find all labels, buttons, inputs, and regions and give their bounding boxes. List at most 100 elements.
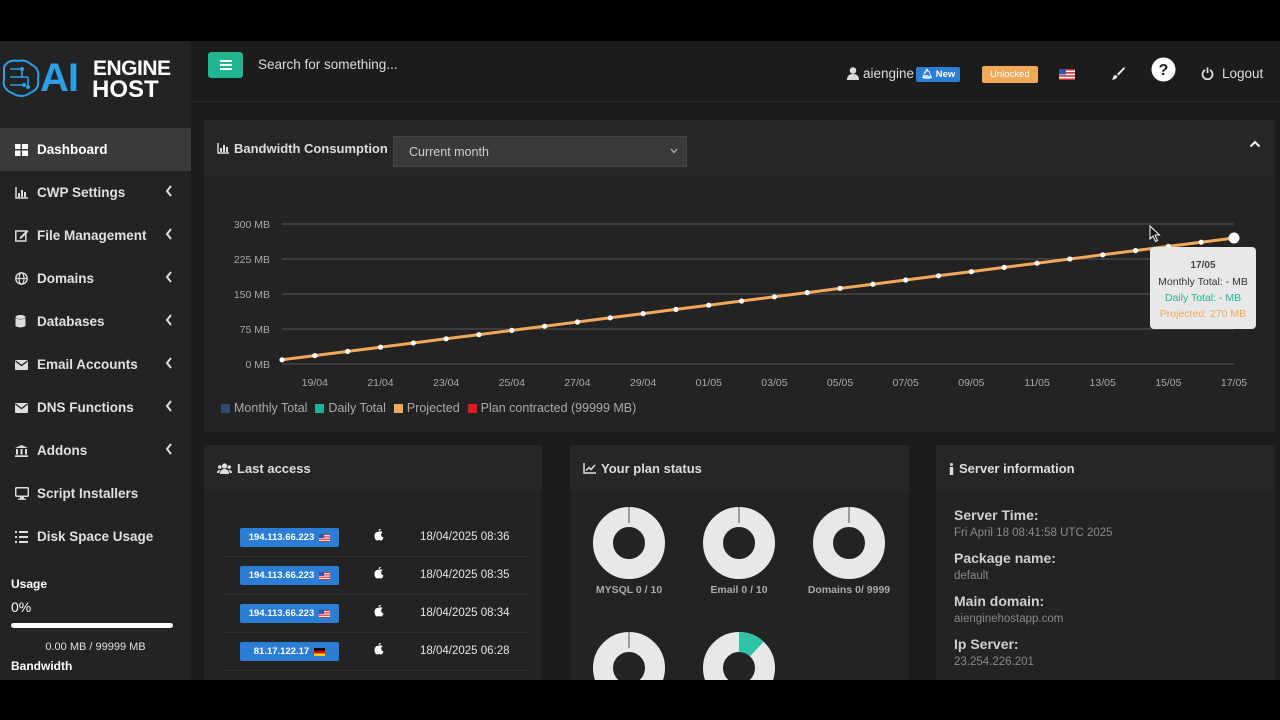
data-point	[574, 319, 581, 325]
plan-donut-5	[694, 632, 784, 680]
x-tick-label: 13/05	[1090, 377, 1116, 389]
sidebar-item-label: Databases	[37, 314, 105, 329]
data-point	[542, 323, 548, 329]
ip-text: 194.113.66.223	[248, 570, 315, 581]
x-tick-label: 29/04	[630, 377, 656, 389]
x-tick-label: 03/05	[761, 377, 787, 389]
y-tick-label: 225 MB	[234, 254, 270, 266]
info-icon	[949, 462, 954, 475]
chevron-down-icon	[670, 148, 678, 154]
user-menu[interactable]: aiengine	[847, 66, 914, 81]
chevron-left-icon	[165, 228, 172, 240]
y-tick-label: 300 MB	[234, 219, 270, 231]
usage-progress-bar	[11, 623, 173, 628]
x-tick-label: 23/04	[433, 377, 459, 389]
plan-status-header: Your plan status	[570, 445, 909, 492]
sidebar-item-label: DNS Functions	[37, 400, 134, 415]
access-date: 18/04/2025 08:35	[420, 569, 510, 581]
data-point	[935, 273, 942, 279]
chart-tooltip: 17/05 Monthly Total: - MB Daily Total: -…	[1150, 247, 1256, 329]
unlocked-badge[interactable]: Unlocked	[982, 66, 1038, 83]
x-tick-label: 07/05	[893, 377, 919, 389]
usage-percent: 0%	[11, 599, 32, 615]
server-info-panel: Server information Server Time: Fri Apri…	[936, 445, 1275, 680]
ip-badge[interactable]: 194.113.66.223	[240, 566, 339, 585]
data-point	[443, 336, 449, 342]
sidebar-item-cwp-settings[interactable]: CWP Settings	[0, 171, 191, 214]
ip-text: 81.17.122.17	[253, 646, 310, 657]
plan-donut-domains: Domains 0/ 9999	[804, 507, 894, 596]
apple-icon	[374, 567, 384, 579]
donut-chart	[703, 632, 775, 680]
server-time-value: Fri April 18 08:41:58 UTC 2025	[954, 527, 1113, 539]
paint-brush-icon[interactable]	[1111, 66, 1125, 80]
data-point	[509, 327, 515, 333]
sidebar-item-label: Addons	[37, 443, 88, 458]
legend-plan-contracted[interactable]: Plan contracted (99999 MB)	[467, 401, 636, 415]
ip-text: 194.113.66.223	[248, 608, 315, 619]
bandwidth-panel: Bandwidth Consumption Current month 0 MB…	[204, 120, 1275, 432]
sidebar-item-domains[interactable]: Domains	[0, 257, 191, 300]
x-tick-label: 27/04	[564, 377, 590, 389]
chevron-left-icon	[165, 185, 172, 197]
sidebar-item-dashboard[interactable]: Dashboard	[0, 128, 191, 171]
data-point	[771, 294, 778, 300]
y-tick-label: 0 MB	[245, 359, 270, 371]
tooltip-daily: Daily Total: - MB	[1164, 292, 1242, 304]
x-tick-label: 11/05	[1024, 377, 1050, 389]
sidebar-item-disk-space-usage[interactable]: Disk Space Usage	[0, 515, 191, 558]
usage-value: 0.00 MB / 99999 MB	[45, 641, 146, 653]
legend-swatch	[393, 403, 403, 413]
server-info-body: Server Time: Fri April 18 08:41:58 UTC 2…	[954, 507, 1113, 679]
table-row: 194.113.66.223 18/04/2025 08:35	[224, 557, 528, 595]
svg-text:?: ?	[1159, 62, 1169, 79]
legend-swatch	[221, 403, 230, 413]
top-header: Search for something... aiengine 🔔︎ New …	[191, 41, 1280, 102]
menu-toggle-button[interactable]	[208, 52, 243, 78]
new-badge-label: New	[935, 69, 956, 80]
new-notification-badge[interactable]: 🔔︎ New	[916, 67, 961, 82]
ip-badge[interactable]: 81.17.122.17	[240, 642, 339, 661]
sidebar-item-addons[interactable]: Addons	[0, 429, 191, 472]
data-point	[410, 340, 416, 346]
brand-logo[interactable]: AI ENGINE HOST	[0, 41, 191, 127]
help-icon[interactable]: ?	[1151, 57, 1176, 82]
legend-projected[interactable]: Projected	[393, 401, 460, 415]
collapse-panel-icon[interactable]	[1249, 140, 1261, 148]
legend-daily-total[interactable]: Daily Total	[315, 401, 386, 415]
sidebar-item-email-accounts[interactable]: Email Accounts	[0, 343, 191, 386]
sidebar-item-label: Script Installers	[37, 486, 139, 501]
logo-ai-text: AI	[40, 56, 79, 100]
plan-donut-4	[584, 632, 674, 680]
power-icon	[1201, 67, 1214, 80]
period-select[interactable]: Current month	[393, 136, 687, 167]
users-icon	[217, 463, 232, 474]
x-tick-label: 15/05	[1155, 377, 1181, 389]
sidebar-item-dns-functions[interactable]: DNS Functions	[0, 386, 191, 429]
sidebar-item-file-management[interactable]: File Management	[0, 214, 191, 257]
ip-badge[interactable]: 194.113.66.223	[240, 604, 339, 623]
brain-circuit-icon	[2, 59, 40, 97]
ip-badge[interactable]: 194.113.66.223	[240, 528, 339, 547]
sidebar-item-databases[interactable]: Databases	[0, 300, 191, 343]
sidebar-item-script-installers[interactable]: Script Installers	[0, 472, 191, 515]
legend-swatch	[315, 403, 325, 413]
sidebar: AI ENGINE HOST Dashboard CWP Settings Fi…	[0, 41, 191, 680]
search-input[interactable]: Search for something...	[258, 57, 398, 72]
logout-button[interactable]: Logout	[1201, 66, 1263, 81]
data-point	[903, 277, 909, 283]
hamburger-icon	[219, 60, 232, 70]
chevron-left-icon	[165, 271, 172, 283]
bandwidth-panel-header: Bandwidth Consumption	[204, 120, 1275, 176]
us-flag-icon[interactable]	[1059, 69, 1075, 80]
chevron-left-icon	[165, 443, 172, 455]
mouse-cursor-icon	[1149, 225, 1161, 243]
access-date: 18/04/2025 08:36	[420, 531, 510, 543]
last-access-header: Last access	[204, 445, 542, 492]
last-access-title: Last access	[237, 461, 311, 476]
legend-monthly-total[interactable]: Monthly Total	[221, 401, 307, 415]
chevron-left-icon	[165, 400, 172, 412]
ip-server-value: 23.254.226.201	[954, 656, 1034, 668]
logout-label: Logout	[1222, 66, 1264, 81]
monitor-icon	[15, 487, 37, 500]
